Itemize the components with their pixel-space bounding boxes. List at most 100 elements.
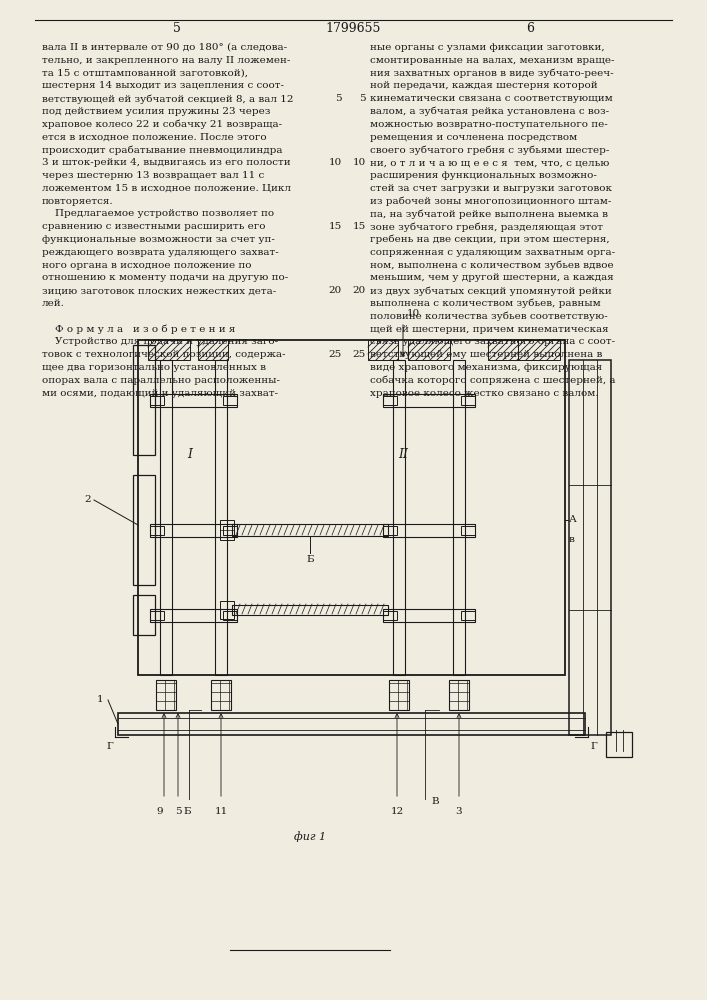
Text: Ф о р м у л а   и з о б р е т е н и я: Ф о р м у л а и з о б р е т е н и я <box>42 325 235 334</box>
Text: вала II в интервале от 90 до 180° (а следова-: вала II в интервале от 90 до 180° (а сле… <box>42 43 287 52</box>
Bar <box>156 680 176 710</box>
Bar <box>383 608 475 621</box>
Bar <box>368 340 398 360</box>
Text: сопряженная с удаляющим захватным орга-: сопряженная с удаляющим захватным орга- <box>370 248 615 257</box>
Text: опорах вала с параллельно расположенны-: опорах вала с параллельно расположенны- <box>42 376 280 385</box>
Text: товок с технологической позиции, содержа-: товок с технологической позиции, содержа… <box>42 350 286 359</box>
Text: ветствующей ей зубчатой секцией 8, а вал 12: ветствующей ей зубчатой секцией 8, а вал… <box>42 94 293 104</box>
Bar <box>461 395 475 404</box>
Text: ни, о т л и ч а ю щ е е с я  тем, что, с целью: ни, о т л и ч а ю щ е е с я тем, что, с … <box>370 158 609 167</box>
Text: реждающего возврата удаляющего захват-: реждающего возврата удаляющего захват- <box>42 248 279 257</box>
Text: кинематически связана с соответствующим: кинематически связана с соответствующим <box>370 94 613 103</box>
Bar <box>383 393 475 406</box>
Text: 5: 5 <box>175 807 181 816</box>
Text: па, на зубчатой рейке выполнена выемка в: па, на зубчатой рейке выполнена выемка в <box>370 209 608 219</box>
Text: 25: 25 <box>329 350 342 359</box>
Bar <box>383 524 475 536</box>
Text: А: А <box>569 516 577 524</box>
Text: 15: 15 <box>329 222 342 231</box>
Text: 5: 5 <box>335 94 342 103</box>
Bar <box>150 526 164 534</box>
Text: лей.: лей. <box>42 299 65 308</box>
Bar <box>150 524 237 536</box>
Bar <box>220 520 234 540</box>
Text: стей за счет загрузки и выгрузки заготовок: стей за счет загрузки и выгрузки заготов… <box>370 184 612 193</box>
Bar <box>215 360 227 675</box>
Text: 1799655: 1799655 <box>325 22 380 35</box>
Text: смонтированные на валах, механизм враще-: смонтированные на валах, механизм враще- <box>370 56 614 65</box>
Text: 20: 20 <box>329 286 342 295</box>
Bar <box>453 360 465 675</box>
Bar <box>232 524 388 536</box>
Text: 15: 15 <box>353 222 366 231</box>
Bar <box>133 345 155 455</box>
Text: храповое колесо жестко связано с валом.: храповое колесо жестко связано с валом. <box>370 389 599 398</box>
Text: ном, выполнена с количеством зубьев вдвое: ном, выполнена с количеством зубьев вдво… <box>370 261 614 270</box>
Text: выполнена с количеством зубьев, равным: выполнена с количеством зубьев, равным <box>370 299 601 308</box>
Text: виде храпового механизма, фиксирующая: виде храпового механизма, фиксирующая <box>370 363 602 372</box>
Bar <box>211 680 231 710</box>
Bar <box>148 340 190 360</box>
Text: 5: 5 <box>359 94 366 103</box>
Bar <box>389 680 409 710</box>
Bar <box>133 595 155 635</box>
Text: 1: 1 <box>97 696 103 704</box>
Bar <box>606 732 632 757</box>
Bar <box>569 360 611 735</box>
Text: повторяется.: повторяется. <box>42 197 114 206</box>
Bar <box>461 610 475 619</box>
Text: расширения функциональных возможно-: расширения функциональных возможно- <box>370 171 597 180</box>
Text: отношению к моменту подачи на другую по-: отношению к моменту подачи на другую по- <box>42 273 288 282</box>
Text: фиг 1: фиг 1 <box>294 832 326 842</box>
Bar <box>408 340 450 360</box>
Bar <box>449 680 469 710</box>
Text: через шестерню 13 возвращает вал 11 с: через шестерню 13 возвращает вал 11 с <box>42 171 264 180</box>
Bar <box>393 360 405 675</box>
Text: ния захватных органов в виде зубчато-рееч-: ния захватных органов в виде зубчато-рее… <box>370 69 614 78</box>
Text: 6: 6 <box>526 22 534 35</box>
Text: своего зубчатого гребня с зубьями шестер-: своего зубчатого гребня с зубьями шестер… <box>370 145 609 155</box>
Bar <box>383 395 397 404</box>
Text: из рабочей зоны многопозиционного штам-: из рабочей зоны многопозиционного штам- <box>370 197 612 206</box>
Text: В: В <box>431 797 439 806</box>
Text: ложементом 15 в исходное положение. Цикл: ложементом 15 в исходное положение. Цикл <box>42 184 291 193</box>
Text: Г: Г <box>590 742 597 751</box>
Bar <box>150 395 164 404</box>
Text: ного органа в исходное положение по: ного органа в исходное положение по <box>42 261 252 270</box>
Text: происходит срабатывание пневмоцилиндра: происходит срабатывание пневмоцилиндра <box>42 145 283 155</box>
Text: щей ей шестерни, причем кинематическая: щей ей шестерни, причем кинематическая <box>370 325 609 334</box>
Text: ной передачи, каждая шестерня которой: ной передачи, каждая шестерня которой <box>370 81 597 90</box>
Text: связь удаляющего захватного органа с соот-: связь удаляющего захватного органа с соо… <box>370 337 615 346</box>
Text: ные органы с узлами фиксации заготовки,: ные органы с узлами фиксации заготовки, <box>370 43 604 52</box>
Text: II: II <box>398 448 408 462</box>
Text: из двух зубчатых секций упомянутой рейки: из двух зубчатых секций упомянутой рейки <box>370 286 612 296</box>
Text: зицию заготовок плоских нежестких дета-: зицию заготовок плоских нежестких дета- <box>42 286 276 295</box>
Bar <box>150 608 237 621</box>
Text: 25: 25 <box>353 350 366 359</box>
Bar <box>150 610 164 619</box>
Bar <box>383 526 397 534</box>
Text: половине количества зубьев соответствую-: половине количества зубьев соответствую- <box>370 312 608 321</box>
Bar <box>518 340 560 360</box>
Bar <box>150 393 237 406</box>
Text: 10: 10 <box>407 309 420 318</box>
Bar <box>223 395 237 404</box>
Bar <box>223 610 237 619</box>
Text: 3 и шток-рейки 4, выдвигаясь из его полости: 3 и шток-рейки 4, выдвигаясь из его поло… <box>42 158 291 167</box>
Bar <box>488 340 518 360</box>
Bar <box>133 475 155 585</box>
Text: меньшим, чем у другой шестерни, а каждая: меньшим, чем у другой шестерни, а каждая <box>370 273 614 282</box>
Text: Устройство для подачи и удаления заго-: Устройство для подачи и удаления заго- <box>42 337 278 346</box>
Text: Б: Б <box>183 807 191 816</box>
Text: 12: 12 <box>390 807 404 816</box>
Text: та 15 с отштампованной заготовкой),: та 15 с отштампованной заготовкой), <box>42 69 248 78</box>
Text: 10: 10 <box>329 158 342 167</box>
Text: Г: Г <box>107 742 113 751</box>
Text: тельно, и закрепленного на валу II ложемен-: тельно, и закрепленного на валу II ложем… <box>42 56 291 65</box>
Bar <box>461 526 475 534</box>
Text: 20: 20 <box>353 286 366 295</box>
Text: ремещения и сочленена посредством: ремещения и сочленена посредством <box>370 133 577 142</box>
Text: сравнению с известными расширить его: сравнению с известными расширить его <box>42 222 266 231</box>
Text: ветствующей ему шестерней выполнена в: ветствующей ему шестерней выполнена в <box>370 350 602 359</box>
Text: ется в исходное положение. После этого: ется в исходное положение. После этого <box>42 133 267 142</box>
